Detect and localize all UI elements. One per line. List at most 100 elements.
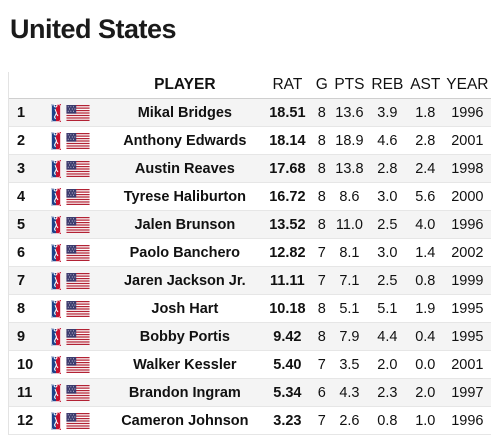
reb-cell: 2.3 — [367, 378, 407, 407]
player-header[interactable]: PLAYER — [107, 72, 263, 99]
ast-header[interactable]: AST — [406, 72, 444, 99]
reb-cell: 0.8 — [367, 406, 407, 435]
player-name[interactable]: Mikal Bridges — [107, 98, 263, 127]
players-table: PLAYER RAT G PTS REB AST YEAR 1 — [8, 72, 491, 435]
rat-cell: 18.14 — [262, 126, 313, 155]
us-flag-icon — [66, 328, 90, 345]
player-name[interactable]: Anthony Edwards — [107, 126, 263, 155]
rank-cell: 10 — [9, 350, 46, 379]
g-cell: 7 — [312, 238, 331, 267]
rat-cell: 5.34 — [262, 378, 313, 407]
rat-cell: 18.51 — [262, 98, 313, 127]
table-row[interactable]: 3 — [9, 154, 491, 183]
rank-cell: 4 — [9, 182, 46, 211]
player-name[interactable]: Josh Hart — [107, 294, 263, 323]
rat-cell: 11.11 — [262, 266, 313, 295]
g-cell: 8 — [312, 210, 331, 239]
reb-cell: 4.4 — [367, 322, 407, 351]
pts-cell: 8.1 — [330, 238, 368, 267]
year-cell: 1996 — [443, 98, 491, 127]
g-cell: 8 — [312, 322, 331, 351]
ast-cell: 1.0 — [406, 406, 444, 435]
rank-cell: 12 — [9, 406, 46, 435]
reb-cell: 2.5 — [367, 210, 407, 239]
g-cell: 8 — [312, 294, 331, 323]
nba-logo-icon — [51, 243, 62, 262]
player-name[interactable]: Jalen Brunson — [107, 210, 263, 239]
us-flag-icon — [66, 384, 90, 401]
player-name[interactable]: Jaren Jackson Jr. — [107, 266, 263, 295]
reb-header[interactable]: REB — [367, 72, 407, 99]
g-cell: 7 — [312, 350, 331, 379]
ast-cell: 1.8 — [406, 98, 444, 127]
table-row[interactable]: 11 — [9, 378, 491, 407]
table-row[interactable]: 2 — [9, 126, 491, 155]
flag-cell — [66, 182, 108, 211]
nba-logo-icon — [51, 103, 62, 122]
table-row[interactable]: 1 — [9, 98, 491, 127]
nba-logo-icon — [51, 187, 62, 206]
league-cell — [45, 98, 67, 127]
rank-cell: 8 — [9, 294, 46, 323]
ast-cell: 2.8 — [406, 126, 444, 155]
rat-cell: 10.18 — [262, 294, 313, 323]
g-header[interactable]: G — [312, 72, 331, 99]
us-flag-icon — [66, 300, 90, 317]
g-cell: 7 — [312, 266, 331, 295]
g-cell: 8 — [312, 126, 331, 155]
year-header[interactable]: YEAR — [443, 72, 491, 99]
flag-cell — [66, 126, 108, 155]
ast-cell: 0.8 — [406, 266, 444, 295]
pts-header[interactable]: PTS — [330, 72, 368, 99]
table-row[interactable]: 4 — [9, 182, 491, 211]
table-row[interactable]: 8 — [9, 294, 491, 323]
table-row[interactable]: 5 — [9, 210, 491, 239]
us-flag-icon — [66, 104, 90, 121]
year-cell: 1996 — [443, 210, 491, 239]
g-cell: 7 — [312, 406, 331, 435]
pts-cell: 5.1 — [330, 294, 368, 323]
league-header — [45, 72, 67, 99]
league-cell — [45, 378, 67, 407]
reb-cell: 2.0 — [367, 350, 407, 379]
rat-header[interactable]: RAT — [262, 72, 313, 99]
player-name[interactable]: Paolo Banchero — [107, 238, 263, 267]
flag-cell — [66, 294, 108, 323]
pts-cell: 11.0 — [330, 210, 368, 239]
pts-cell: 18.9 — [330, 126, 368, 155]
us-flag-icon — [66, 272, 90, 289]
reb-cell: 3.0 — [367, 238, 407, 267]
nba-logo-icon — [51, 215, 62, 234]
player-name[interactable]: Walker Kessler — [107, 350, 263, 379]
flag-cell — [66, 322, 108, 351]
player-name[interactable]: Austin Reaves — [107, 154, 263, 183]
player-name[interactable]: Tyrese Haliburton — [107, 182, 263, 211]
year-cell: 1998 — [443, 154, 491, 183]
table-row[interactable]: 7 — [9, 266, 491, 295]
table-row[interactable]: 12 — [9, 406, 491, 435]
pts-cell: 8.6 — [330, 182, 368, 211]
league-cell — [45, 406, 67, 435]
flag-cell — [66, 266, 108, 295]
player-name[interactable]: Brandon Ingram — [107, 378, 263, 407]
year-cell: 1996 — [443, 406, 491, 435]
league-cell — [45, 350, 67, 379]
g-cell: 6 — [312, 378, 331, 407]
player-name[interactable]: Bobby Portis — [107, 322, 263, 351]
rat-cell: 9.42 — [262, 322, 313, 351]
table-row[interactable]: 6 — [9, 238, 491, 267]
table-row[interactable]: 10 — [9, 350, 491, 379]
page-title: United States — [10, 14, 177, 44]
flag-cell — [66, 210, 108, 239]
league-cell — [45, 294, 67, 323]
pts-cell: 4.3 — [330, 378, 368, 407]
us-flag-icon — [66, 160, 90, 177]
g-cell: 8 — [312, 182, 331, 211]
player-name[interactable]: Cameron Johnson — [107, 406, 263, 435]
league-cell — [45, 154, 67, 183]
table-row[interactable]: 9 — [9, 322, 491, 351]
us-flag-icon — [66, 356, 90, 373]
rat-cell: 5.40 — [262, 350, 313, 379]
ast-cell: 1.9 — [406, 294, 444, 323]
rank-cell: 7 — [9, 266, 46, 295]
